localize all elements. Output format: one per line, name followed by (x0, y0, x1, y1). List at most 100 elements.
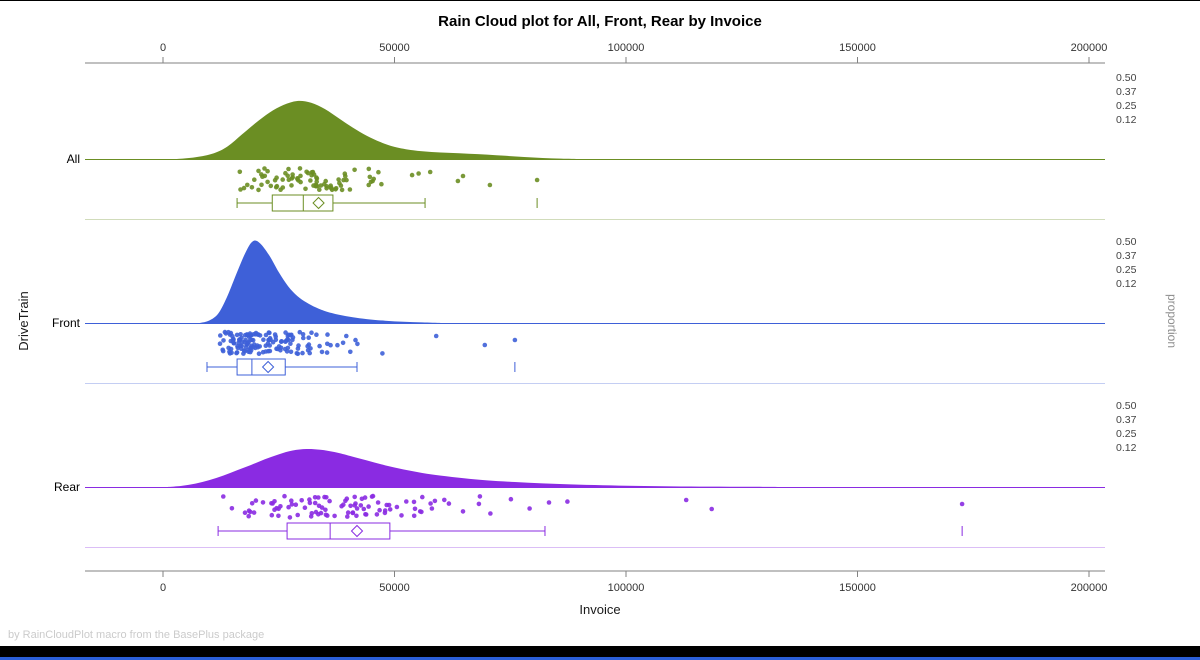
rain-point-rear (289, 502, 295, 507)
rain-point-all (416, 171, 421, 176)
rain-point-front (220, 348, 226, 354)
rain-point-front (297, 329, 303, 335)
rain-point-rear (221, 494, 226, 499)
rain-point-rear (420, 494, 425, 500)
rain-point-rear (404, 499, 409, 504)
rain-point-rear (362, 495, 368, 500)
rain-point-rear (394, 504, 400, 510)
rain-point-all (343, 173, 348, 179)
rain-point-front (218, 333, 223, 338)
proportion-tick-label: 0.37 (1116, 414, 1137, 426)
rain-point-all (245, 182, 250, 188)
rain-point-rear (246, 513, 251, 519)
rain-outlier-point-front (512, 337, 518, 343)
rain-point-rear (341, 502, 346, 508)
rain-point-front (242, 332, 248, 338)
rain-point-front (288, 341, 293, 347)
rain-point-all (265, 179, 270, 185)
rain-point-front (228, 338, 234, 344)
rain-point-all (289, 183, 294, 188)
rain-point-rear (276, 513, 281, 519)
proportion-tick-label: 0.25 (1116, 100, 1137, 112)
rain-point-front (305, 343, 310, 349)
rain-point-rear (387, 507, 393, 512)
rain-point-front (283, 339, 288, 345)
rain-point-all (347, 187, 353, 192)
density-curve-front (200, 240, 441, 323)
rain-point-all (260, 174, 265, 179)
x-axis-tick-label: 50000 (379, 582, 410, 594)
rain-point-front (295, 351, 301, 357)
rain-point-all (304, 169, 309, 175)
rain-point-front (254, 343, 260, 348)
rain-point-all (249, 185, 255, 190)
rain-point-rear (363, 512, 368, 517)
rain-point-rear (375, 500, 381, 505)
rain-point-all (297, 166, 303, 171)
rain-point-front (217, 341, 223, 347)
x-axis-tick-label: 100000 (608, 42, 645, 54)
rain-point-all (329, 187, 335, 193)
rain-point-all (286, 177, 292, 183)
rain-point-front (290, 335, 296, 340)
rain-point-rear (477, 494, 483, 499)
rain-point-front (355, 341, 360, 347)
density-curve-all (176, 100, 580, 159)
x-axis-tick-label: 0 (160, 582, 166, 594)
rain-point-rear (312, 500, 318, 506)
rain-point-all (318, 183, 324, 188)
rain-point-front (380, 351, 385, 356)
rain-point-rear (251, 510, 257, 515)
rain-point-rear (358, 503, 364, 508)
rain-point-front (226, 329, 231, 335)
x-axis-tick-label: 50000 (379, 42, 410, 54)
rain-point-front (335, 342, 340, 348)
bottom-bar (0, 646, 1200, 657)
rain-point-all (379, 181, 384, 187)
rain-point-all (366, 182, 372, 188)
box-rear (286, 522, 391, 540)
rain-point-all (280, 185, 286, 190)
rain-point-rear (429, 506, 435, 511)
rain-point-front (301, 335, 306, 341)
rain-point-front (288, 349, 294, 355)
rain-point-front (256, 351, 262, 357)
rain-point-all (310, 169, 316, 175)
rain-point-rear (253, 498, 259, 503)
rain-point-rear (527, 506, 532, 511)
footer-note: by RainCloudPlot macro from the BasePlus… (8, 629, 265, 641)
rain-outlier-point-rear (683, 497, 689, 503)
rain-point-rear (411, 513, 417, 519)
proportion-tick-label: 0.12 (1116, 442, 1137, 454)
rain-point-front (267, 335, 273, 341)
rain-point-rear (282, 493, 287, 499)
mean-diamond-all (312, 196, 325, 210)
rain-point-front (325, 332, 330, 337)
proportion-tick-label: 0.12 (1116, 278, 1137, 290)
rain-point-rear (384, 502, 390, 508)
proportion-tick-label: 0.25 (1116, 264, 1137, 276)
rain-point-front (229, 350, 234, 356)
rain-point-front (314, 332, 319, 338)
rain-point-rear (412, 506, 418, 512)
rain-point-all (317, 187, 322, 192)
rain-point-all (333, 186, 339, 191)
rain-point-all (311, 183, 316, 188)
rain-point-front (234, 332, 240, 338)
rain-point-all (298, 173, 303, 179)
rain-point-rear (332, 513, 337, 519)
rain-point-front (234, 350, 239, 356)
proportion-tick-label: 0.12 (1116, 114, 1137, 126)
rain-point-front (276, 344, 282, 349)
box-front (236, 358, 286, 376)
proportion-tick-label: 0.37 (1116, 250, 1137, 262)
rain-point-front (309, 330, 314, 336)
rain-point-rear (323, 507, 328, 513)
rain-outlier-point-rear (959, 501, 965, 507)
rain-point-all (252, 177, 257, 182)
rain-point-front (353, 337, 358, 343)
rain-point-rear (565, 499, 570, 504)
x-axis-tick-label: 150000 (839, 42, 876, 54)
rain-point-rear (377, 507, 382, 513)
rain-point-front (272, 332, 278, 337)
